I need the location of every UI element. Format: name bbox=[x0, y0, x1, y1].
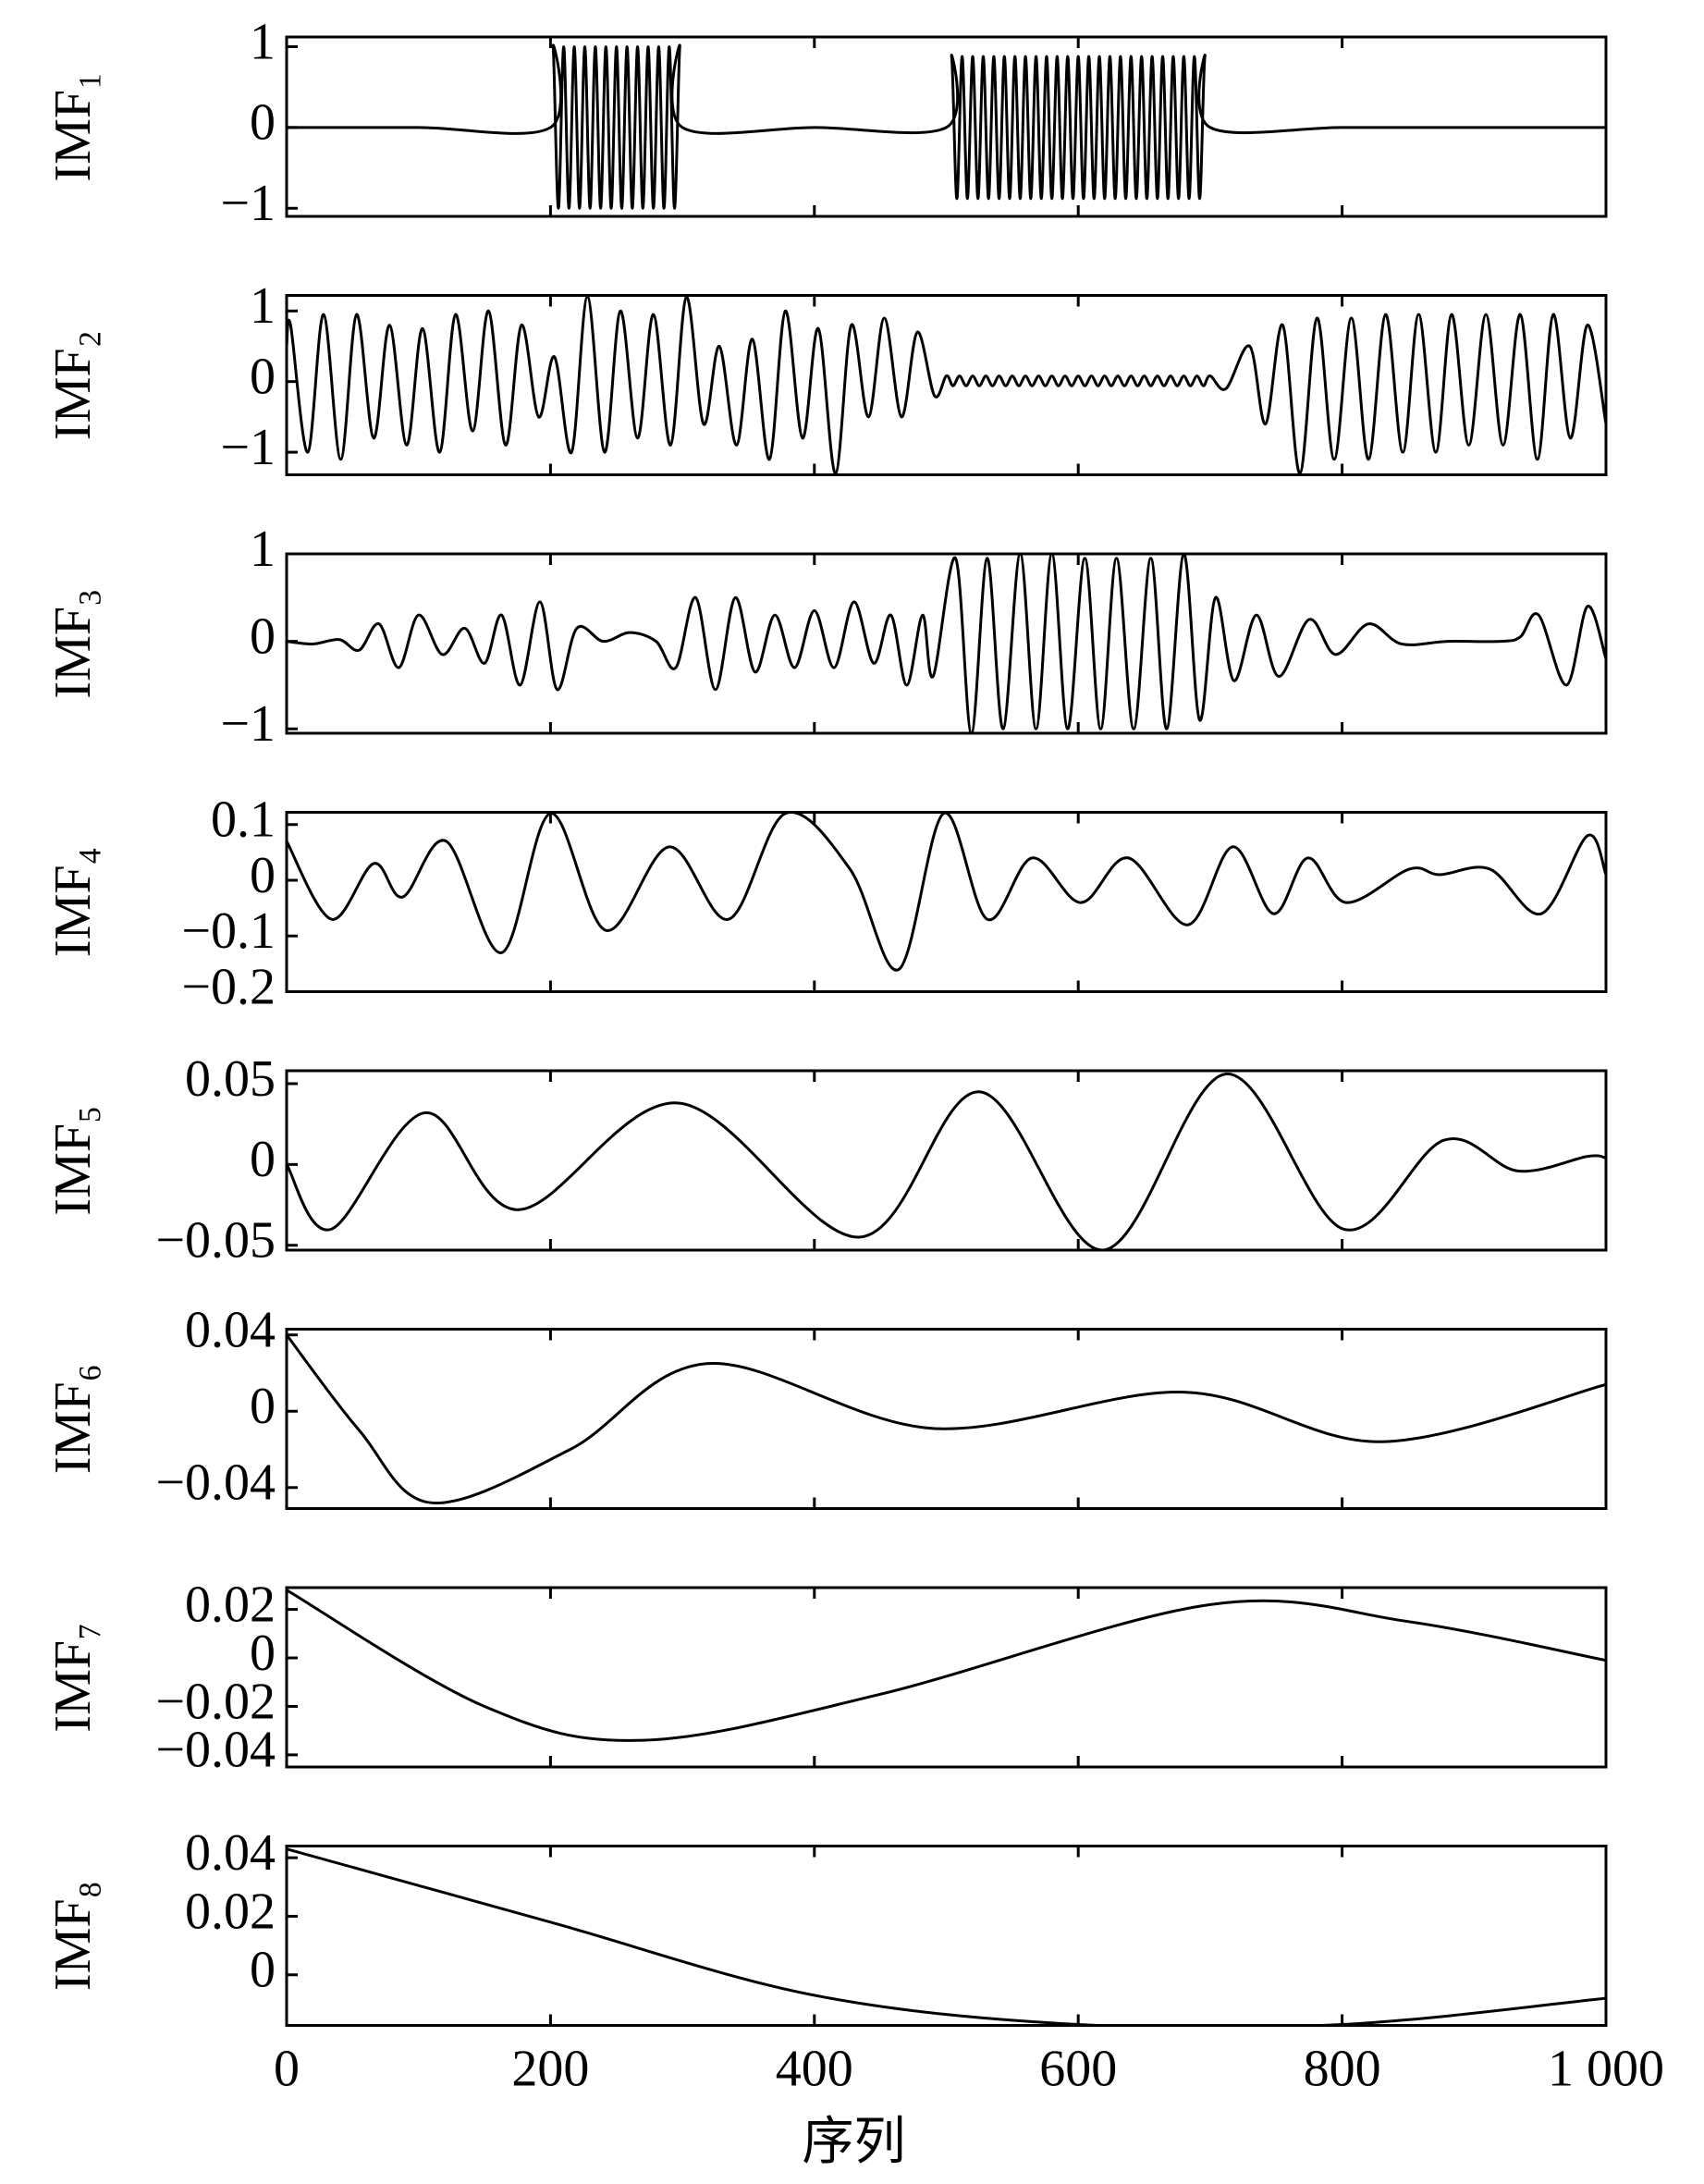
x-tick-label: 400 bbox=[776, 2040, 853, 2097]
subplot: IMF₂ −1 0 1 bbox=[44, 277, 1608, 476]
y-tick-label: 0 bbox=[250, 1625, 276, 1682]
subplot: IMF₅ −0.05 0 0.05 bbox=[44, 1050, 1608, 1270]
y-tick-label: −0.02 bbox=[155, 1673, 276, 1730]
data-line bbox=[287, 812, 1606, 972]
plot-frame bbox=[285, 1069, 1608, 1252]
y-tick-label: 0 bbox=[250, 1131, 276, 1188]
data-line bbox=[287, 1333, 1606, 1504]
y-tick-label: 0.02 bbox=[185, 1883, 276, 1940]
y-axis-label: IMF₃ bbox=[44, 588, 102, 698]
y-tick-label: 0 bbox=[250, 847, 276, 904]
y-axis-label: IMF₅ bbox=[44, 1105, 102, 1215]
y-tick-label: −0.04 bbox=[155, 1454, 276, 1512]
data-line bbox=[287, 295, 1606, 475]
y-tick-label: −1 bbox=[220, 419, 276, 476]
x-tick-label: 0 bbox=[274, 2040, 300, 2097]
subplot: IMF₃ −1 0 1 bbox=[44, 521, 1608, 753]
y-tick-label: 0 bbox=[250, 1378, 276, 1435]
subplot: IMF₄ −0.2−0.100.1 bbox=[44, 791, 1608, 1015]
y-tick-label: −0.04 bbox=[155, 1722, 276, 1779]
y-tick-label: −0.2 bbox=[181, 958, 276, 1015]
plot-frame bbox=[285, 552, 1608, 735]
plot-frame bbox=[285, 35, 1608, 218]
data-line bbox=[287, 1847, 1606, 2026]
y-tick-label: 1 bbox=[250, 521, 276, 578]
y-tick-label: 0 bbox=[250, 607, 276, 665]
y-axis-label: IMF₆ bbox=[44, 1364, 102, 1474]
x-tick-label: 600 bbox=[1039, 2040, 1117, 2097]
y-tick-label: 1 bbox=[250, 277, 276, 335]
data-line bbox=[287, 554, 1606, 733]
y-tick-label: 0 bbox=[250, 1942, 276, 1999]
y-tick-label: −1 bbox=[220, 695, 276, 753]
data-line bbox=[287, 1589, 1606, 1742]
y-tick-label: 0 bbox=[250, 349, 276, 406]
y-tick-label: 0 bbox=[250, 94, 276, 152]
y-tick-label: 0.1 bbox=[211, 791, 276, 849]
x-tick-label: 200 bbox=[511, 2040, 589, 2097]
subplot: IMF₆ −0.04 0 0.04 bbox=[44, 1302, 1608, 1512]
y-tick-label: 1 bbox=[250, 13, 276, 70]
y-tick-label: 0.05 bbox=[185, 1050, 276, 1108]
plot-frame bbox=[285, 1845, 1608, 2027]
y-tick-label: 0.04 bbox=[185, 1824, 276, 1882]
y-tick-label: 0.04 bbox=[185, 1302, 276, 1359]
x-tick-label: 800 bbox=[1304, 2040, 1381, 2097]
x-axis-label: 序列 bbox=[803, 2114, 906, 2171]
y-tick-label: −1 bbox=[220, 175, 276, 232]
subplot: IMF₁ −1 0 1 bbox=[44, 13, 1608, 232]
y-axis-label: IMF₄ bbox=[44, 847, 102, 957]
plot-frame bbox=[285, 294, 1608, 476]
y-tick-label: 0.02 bbox=[185, 1576, 276, 1633]
plot-frame bbox=[285, 1586, 1608, 1769]
y-axis-label: IMF₂ bbox=[44, 330, 102, 440]
data-line bbox=[287, 1072, 1606, 1250]
data-line bbox=[287, 43, 1606, 210]
y-axis-label: IMF₇ bbox=[44, 1622, 102, 1732]
x-tick-label: 1 000 bbox=[1548, 2040, 1664, 2097]
plot-frame bbox=[285, 811, 1608, 993]
plot-frame bbox=[285, 1328, 1608, 1510]
y-tick-label: −0.1 bbox=[181, 902, 276, 960]
y-axis-label: IMF₁ bbox=[44, 71, 102, 181]
y-axis-label: IMF₈ bbox=[44, 1881, 102, 1991]
y-tick-label: −0.05 bbox=[155, 1212, 276, 1270]
